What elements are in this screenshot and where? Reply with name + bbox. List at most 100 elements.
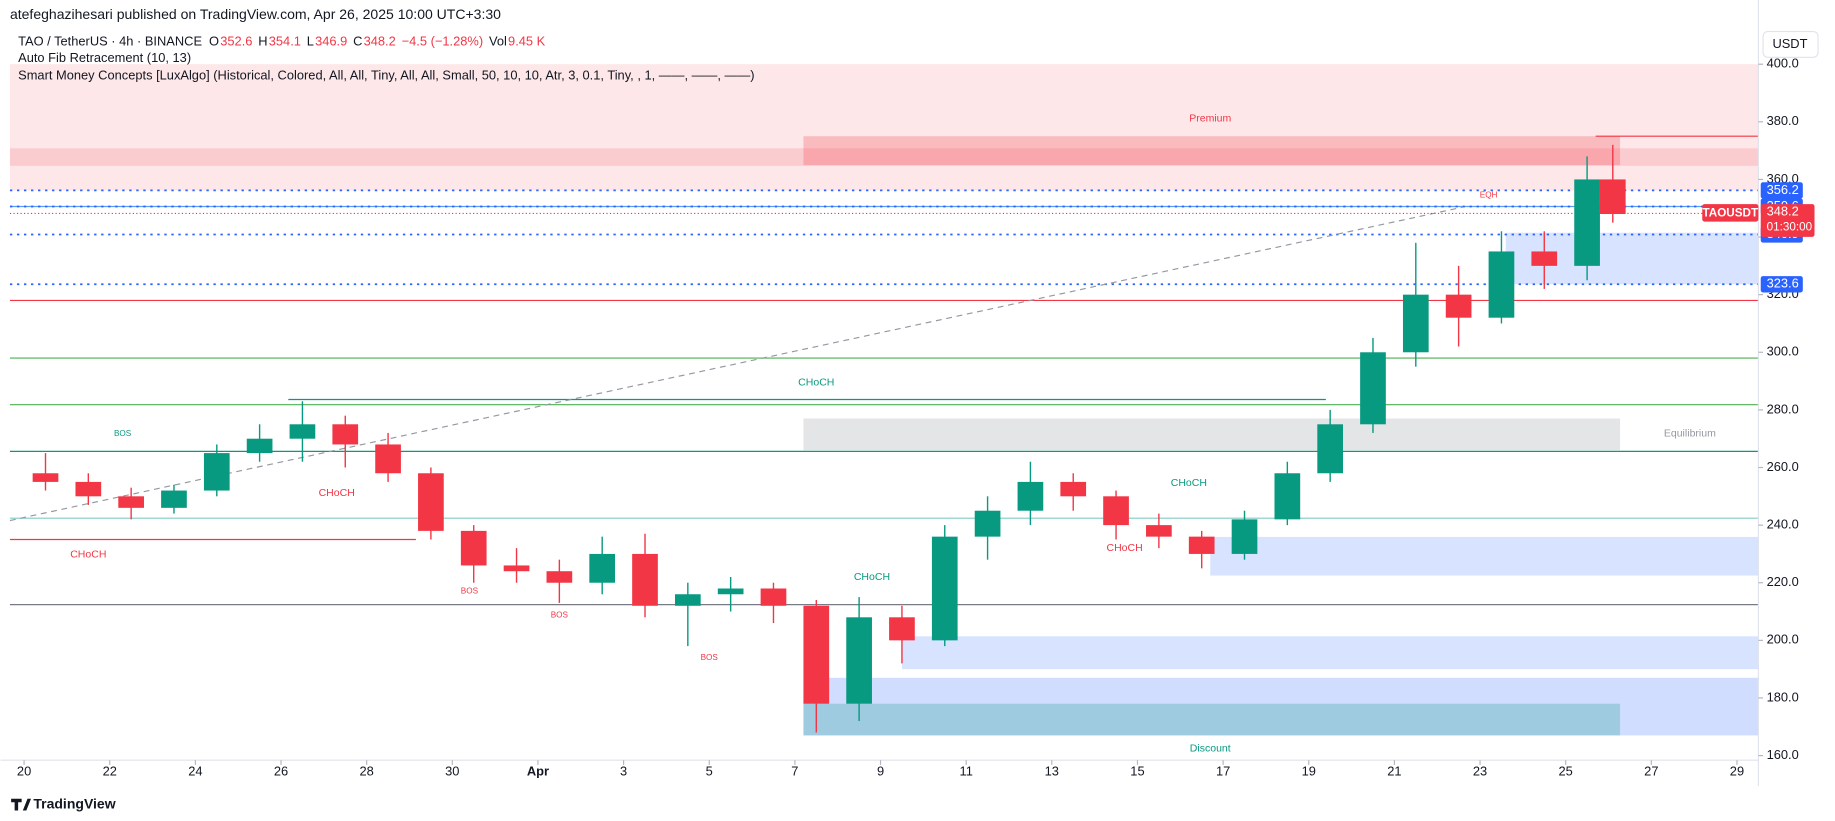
price-tag: [1760, 182, 1803, 199]
y-tick-label: 240.0: [1767, 517, 1799, 532]
candle-body: [846, 617, 872, 704]
annotation: BOS: [701, 653, 719, 662]
candle-body: [161, 490, 187, 508]
candle-body: [75, 481, 102, 497]
symbol: TAO / TetherUS · 4h · BINANCE: [18, 33, 202, 48]
candle-body: [546, 571, 573, 583]
candle-body: [931, 536, 958, 641]
candle-body: [503, 565, 530, 572]
candle-body: [118, 496, 144, 508]
annotation: CHoCH: [319, 487, 355, 499]
y-tick-label: 200.0: [1767, 632, 1799, 647]
zone: [803, 136, 1621, 166]
annotation: Discount: [1190, 742, 1231, 754]
candle-body: [1488, 251, 1515, 318]
ohlc-value: −4.5 (−1.28%): [402, 33, 484, 48]
y-tick-label: 300.0: [1767, 344, 1799, 359]
ohlc-value: 9.45 K: [508, 33, 546, 48]
publisher: atefeghazihesari published on TradingVie…: [10, 6, 501, 22]
indicator: Auto Fib Retracement (10, 13): [18, 50, 191, 65]
x-tick-label: 29: [1730, 763, 1744, 778]
candle-body: [32, 473, 59, 482]
candle-body: [674, 594, 701, 606]
ohlc-key: Vol: [489, 33, 507, 48]
x-tick-label: 5: [706, 763, 713, 778]
x-tick-label: 21: [1387, 763, 1401, 778]
annotation: CHoCH: [1171, 477, 1207, 489]
candle-body: [1188, 536, 1215, 554]
zone: [901, 636, 1759, 670]
x-tick-label: 3: [620, 763, 627, 778]
x-tick-label: 30: [445, 763, 459, 778]
last-price-label: 348.2: [1767, 204, 1799, 219]
x-tick-label: 28: [360, 763, 374, 778]
price-tag-label: 356.2: [1767, 182, 1799, 197]
y-tick-label: 260.0: [1767, 459, 1799, 474]
trendline: [9, 206, 1464, 522]
candle-body: [203, 453, 230, 491]
candle-body: [717, 588, 744, 595]
x-tick-label: 27: [1644, 763, 1658, 778]
candle-body: [803, 605, 830, 704]
price-tag-label: 323.6: [1767, 276, 1799, 291]
candle-body: [1574, 179, 1600, 266]
symbol-tag-label: TAOUSDT: [1703, 207, 1759, 220]
candle-body: [332, 424, 359, 445]
candle-body: [1274, 473, 1301, 520]
annotation: BOS: [551, 610, 569, 619]
candle-body: [1146, 525, 1172, 537]
candle-body: [1060, 481, 1087, 497]
candle-body: [1599, 179, 1626, 215]
zone: [1210, 536, 1759, 576]
annotation: CHoCH: [854, 571, 890, 583]
candle-body: [1103, 496, 1129, 526]
annotation: BOS: [461, 587, 479, 596]
candle-body: [589, 553, 616, 583]
last-price-tag: [1760, 204, 1815, 237]
x-tick-label: 25: [1559, 763, 1573, 778]
candle-body: [375, 444, 401, 474]
zone: [803, 703, 1621, 736]
x-tick-label: 22: [103, 763, 117, 778]
y-tick-label: 160.0: [1767, 747, 1799, 762]
annotation: CHoCH: [70, 548, 106, 560]
currency-button[interactable]: [1762, 30, 1819, 58]
ohlc-key: O: [209, 33, 219, 48]
x-tick-label: 26: [274, 763, 288, 778]
brand: TradingView: [33, 795, 115, 811]
zone: [803, 677, 1759, 736]
candle-body: [1017, 481, 1044, 511]
x-tick-label: 15: [1130, 763, 1144, 778]
x-tick-label: 20: [17, 763, 31, 778]
price-tag: [1760, 276, 1803, 293]
candle-body: [632, 553, 658, 606]
y-tick-label: 400.0: [1767, 56, 1799, 71]
y-tick-label: 360.0: [1767, 171, 1799, 186]
candle-body: [460, 530, 487, 566]
x-tick-label: 17: [1216, 763, 1230, 778]
ohlc-value: 352.6: [220, 33, 252, 48]
zone: [9, 148, 1759, 166]
countdown: 01:30:00: [1767, 221, 1813, 234]
ohlc-value: 346.9: [315, 33, 347, 48]
y-tick-label: 280.0: [1767, 401, 1799, 416]
ohlc-key: C: [353, 33, 362, 48]
indicator: Smart Money Concepts [LuxAlgo] (Historic…: [18, 67, 754, 82]
x-tick-label: 7: [791, 763, 798, 778]
annotation: CHoCH: [1106, 542, 1142, 554]
currency[interactable]: USDT: [1772, 36, 1807, 51]
candle-body: [289, 424, 316, 439]
annotation: CHoCH: [798, 376, 834, 388]
candle-body: [974, 510, 1001, 537]
y-tick-label: 180.0: [1767, 689, 1799, 704]
x-tick-label: 13: [1045, 763, 1059, 778]
candle-body: [1531, 251, 1558, 266]
symbol-tag: [1702, 204, 1759, 222]
annotation: Premium: [1189, 113, 1231, 125]
y-tick-label: 220.0: [1767, 574, 1799, 589]
annotation: Equilibrium: [1664, 428, 1716, 440]
candle-body: [760, 588, 787, 606]
